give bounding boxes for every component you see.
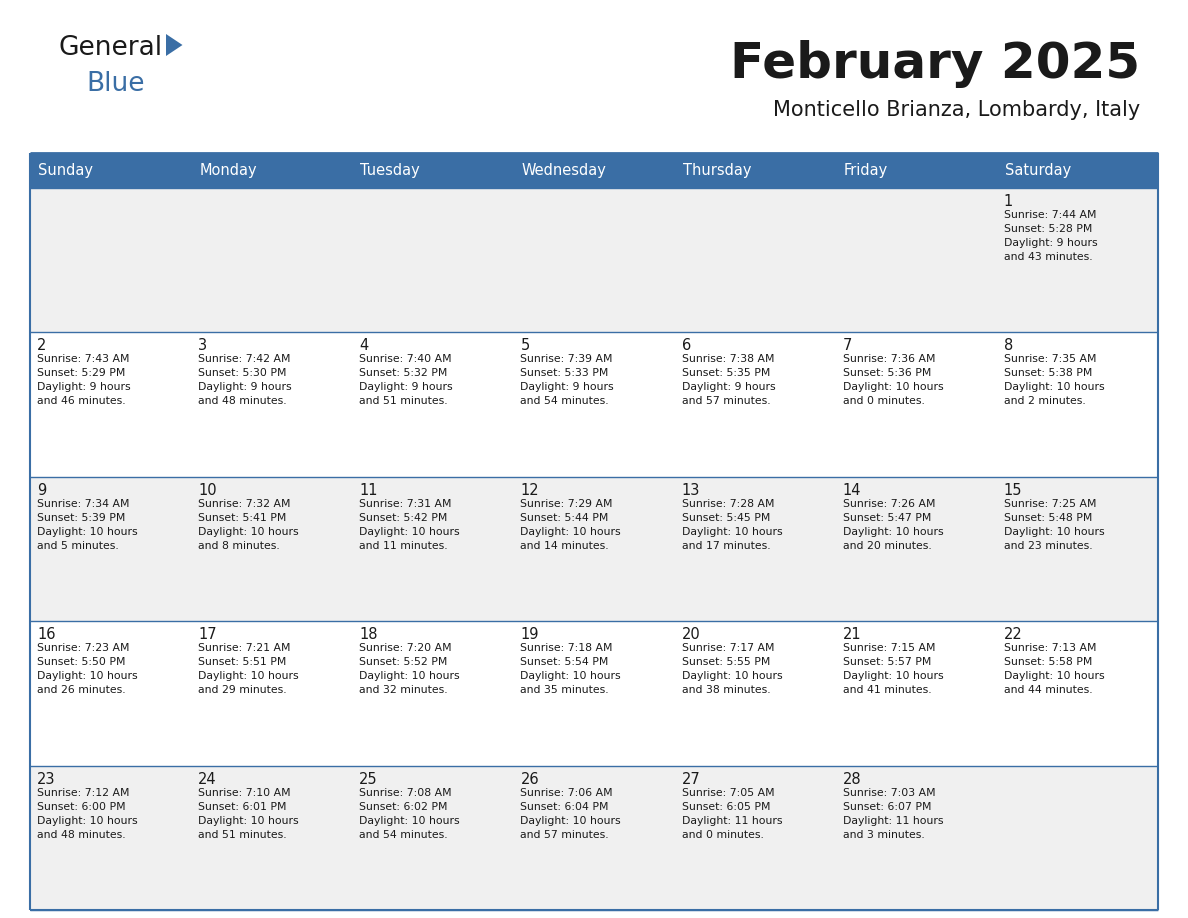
Bar xyxy=(30,766,1158,910)
Text: 6: 6 xyxy=(682,339,690,353)
Text: Sunrise: 7:32 AM
Sunset: 5:41 PM
Daylight: 10 hours
and 8 minutes.: Sunrise: 7:32 AM Sunset: 5:41 PM Dayligh… xyxy=(198,498,298,551)
Text: 9: 9 xyxy=(37,483,46,498)
Text: Sunrise: 7:05 AM
Sunset: 6:05 PM
Daylight: 11 hours
and 0 minutes.: Sunrise: 7:05 AM Sunset: 6:05 PM Dayligh… xyxy=(682,788,782,840)
Text: 13: 13 xyxy=(682,483,700,498)
Text: 2: 2 xyxy=(37,339,46,353)
Text: 3: 3 xyxy=(198,339,207,353)
Text: February 2025: February 2025 xyxy=(729,40,1140,88)
Text: Sunrise: 7:44 AM
Sunset: 5:28 PM
Daylight: 9 hours
and 43 minutes.: Sunrise: 7:44 AM Sunset: 5:28 PM Dayligh… xyxy=(1004,210,1098,262)
Text: Monday: Monday xyxy=(200,163,257,178)
Bar xyxy=(30,188,1158,332)
Text: Sunday: Sunday xyxy=(38,163,93,178)
Text: Sunrise: 7:43 AM
Sunset: 5:29 PM
Daylight: 9 hours
and 46 minutes.: Sunrise: 7:43 AM Sunset: 5:29 PM Dayligh… xyxy=(37,354,131,407)
Text: Sunrise: 7:36 AM
Sunset: 5:36 PM
Daylight: 10 hours
and 0 minutes.: Sunrise: 7:36 AM Sunset: 5:36 PM Dayligh… xyxy=(842,354,943,407)
Text: 25: 25 xyxy=(359,772,378,787)
Text: 26: 26 xyxy=(520,772,539,787)
Text: 17: 17 xyxy=(198,627,216,643)
Text: Sunrise: 7:25 AM
Sunset: 5:48 PM
Daylight: 10 hours
and 23 minutes.: Sunrise: 7:25 AM Sunset: 5:48 PM Dayligh… xyxy=(1004,498,1105,551)
Text: Sunrise: 7:28 AM
Sunset: 5:45 PM
Daylight: 10 hours
and 17 minutes.: Sunrise: 7:28 AM Sunset: 5:45 PM Dayligh… xyxy=(682,498,782,551)
Text: Sunrise: 7:21 AM
Sunset: 5:51 PM
Daylight: 10 hours
and 29 minutes.: Sunrise: 7:21 AM Sunset: 5:51 PM Dayligh… xyxy=(198,644,298,695)
Text: Sunrise: 7:31 AM
Sunset: 5:42 PM
Daylight: 10 hours
and 11 minutes.: Sunrise: 7:31 AM Sunset: 5:42 PM Dayligh… xyxy=(359,498,460,551)
Text: Sunrise: 7:17 AM
Sunset: 5:55 PM
Daylight: 10 hours
and 38 minutes.: Sunrise: 7:17 AM Sunset: 5:55 PM Dayligh… xyxy=(682,644,782,695)
Text: 14: 14 xyxy=(842,483,861,498)
Text: 23: 23 xyxy=(37,772,56,787)
Text: Sunrise: 7:20 AM
Sunset: 5:52 PM
Daylight: 10 hours
and 32 minutes.: Sunrise: 7:20 AM Sunset: 5:52 PM Dayligh… xyxy=(359,644,460,695)
Text: 21: 21 xyxy=(842,627,861,643)
Bar xyxy=(30,621,1158,766)
Text: 7: 7 xyxy=(842,339,852,353)
Text: Sunrise: 7:34 AM
Sunset: 5:39 PM
Daylight: 10 hours
and 5 minutes.: Sunrise: 7:34 AM Sunset: 5:39 PM Dayligh… xyxy=(37,498,138,551)
Text: 22: 22 xyxy=(1004,627,1023,643)
Text: 4: 4 xyxy=(359,339,368,353)
Text: Tuesday: Tuesday xyxy=(360,163,421,178)
Text: Sunrise: 7:42 AM
Sunset: 5:30 PM
Daylight: 9 hours
and 48 minutes.: Sunrise: 7:42 AM Sunset: 5:30 PM Dayligh… xyxy=(198,354,292,407)
Text: Friday: Friday xyxy=(843,163,887,178)
Text: Sunrise: 7:35 AM
Sunset: 5:38 PM
Daylight: 10 hours
and 2 minutes.: Sunrise: 7:35 AM Sunset: 5:38 PM Dayligh… xyxy=(1004,354,1105,407)
Text: 10: 10 xyxy=(198,483,216,498)
Text: Sunrise: 7:23 AM
Sunset: 5:50 PM
Daylight: 10 hours
and 26 minutes.: Sunrise: 7:23 AM Sunset: 5:50 PM Dayligh… xyxy=(37,644,138,695)
Bar xyxy=(30,476,1158,621)
Text: Sunrise: 7:06 AM
Sunset: 6:04 PM
Daylight: 10 hours
and 57 minutes.: Sunrise: 7:06 AM Sunset: 6:04 PM Dayligh… xyxy=(520,788,621,840)
Text: Sunrise: 7:26 AM
Sunset: 5:47 PM
Daylight: 10 hours
and 20 minutes.: Sunrise: 7:26 AM Sunset: 5:47 PM Dayligh… xyxy=(842,498,943,551)
Text: 24: 24 xyxy=(198,772,216,787)
Text: 16: 16 xyxy=(37,627,56,643)
Text: 8: 8 xyxy=(1004,339,1013,353)
Text: 28: 28 xyxy=(842,772,861,787)
Text: 20: 20 xyxy=(682,627,700,643)
Text: Sunrise: 7:15 AM
Sunset: 5:57 PM
Daylight: 10 hours
and 41 minutes.: Sunrise: 7:15 AM Sunset: 5:57 PM Dayligh… xyxy=(842,644,943,695)
Text: 27: 27 xyxy=(682,772,700,787)
Text: Sunrise: 7:29 AM
Sunset: 5:44 PM
Daylight: 10 hours
and 14 minutes.: Sunrise: 7:29 AM Sunset: 5:44 PM Dayligh… xyxy=(520,498,621,551)
Text: 18: 18 xyxy=(359,627,378,643)
Text: Wednesday: Wednesday xyxy=(522,163,606,178)
Polygon shape xyxy=(166,34,183,56)
Bar xyxy=(30,332,1158,476)
Text: Sunrise: 7:03 AM
Sunset: 6:07 PM
Daylight: 11 hours
and 3 minutes.: Sunrise: 7:03 AM Sunset: 6:07 PM Dayligh… xyxy=(842,788,943,840)
Text: Blue: Blue xyxy=(86,71,145,97)
Text: Thursday: Thursday xyxy=(683,163,751,178)
Text: 12: 12 xyxy=(520,483,539,498)
Text: 15: 15 xyxy=(1004,483,1023,498)
Text: Sunrise: 7:13 AM
Sunset: 5:58 PM
Daylight: 10 hours
and 44 minutes.: Sunrise: 7:13 AM Sunset: 5:58 PM Dayligh… xyxy=(1004,644,1105,695)
Text: Sunrise: 7:12 AM
Sunset: 6:00 PM
Daylight: 10 hours
and 48 minutes.: Sunrise: 7:12 AM Sunset: 6:00 PM Dayligh… xyxy=(37,788,138,840)
Text: 11: 11 xyxy=(359,483,378,498)
Text: 1: 1 xyxy=(1004,194,1013,209)
Text: Saturday: Saturday xyxy=(1005,163,1072,178)
Bar xyxy=(30,153,1158,188)
Text: Sunrise: 7:10 AM
Sunset: 6:01 PM
Daylight: 10 hours
and 51 minutes.: Sunrise: 7:10 AM Sunset: 6:01 PM Dayligh… xyxy=(198,788,298,840)
Text: Sunrise: 7:39 AM
Sunset: 5:33 PM
Daylight: 9 hours
and 54 minutes.: Sunrise: 7:39 AM Sunset: 5:33 PM Dayligh… xyxy=(520,354,614,407)
Text: Sunrise: 7:08 AM
Sunset: 6:02 PM
Daylight: 10 hours
and 54 minutes.: Sunrise: 7:08 AM Sunset: 6:02 PM Dayligh… xyxy=(359,788,460,840)
Text: Sunrise: 7:18 AM
Sunset: 5:54 PM
Daylight: 10 hours
and 35 minutes.: Sunrise: 7:18 AM Sunset: 5:54 PM Dayligh… xyxy=(520,644,621,695)
Text: Monticello Brianza, Lombardy, Italy: Monticello Brianza, Lombardy, Italy xyxy=(772,100,1140,120)
Text: 5: 5 xyxy=(520,339,530,353)
Text: Sunrise: 7:38 AM
Sunset: 5:35 PM
Daylight: 9 hours
and 57 minutes.: Sunrise: 7:38 AM Sunset: 5:35 PM Dayligh… xyxy=(682,354,776,407)
Text: General: General xyxy=(58,35,162,61)
Text: Sunrise: 7:40 AM
Sunset: 5:32 PM
Daylight: 9 hours
and 51 minutes.: Sunrise: 7:40 AM Sunset: 5:32 PM Dayligh… xyxy=(359,354,453,407)
Text: 19: 19 xyxy=(520,627,539,643)
